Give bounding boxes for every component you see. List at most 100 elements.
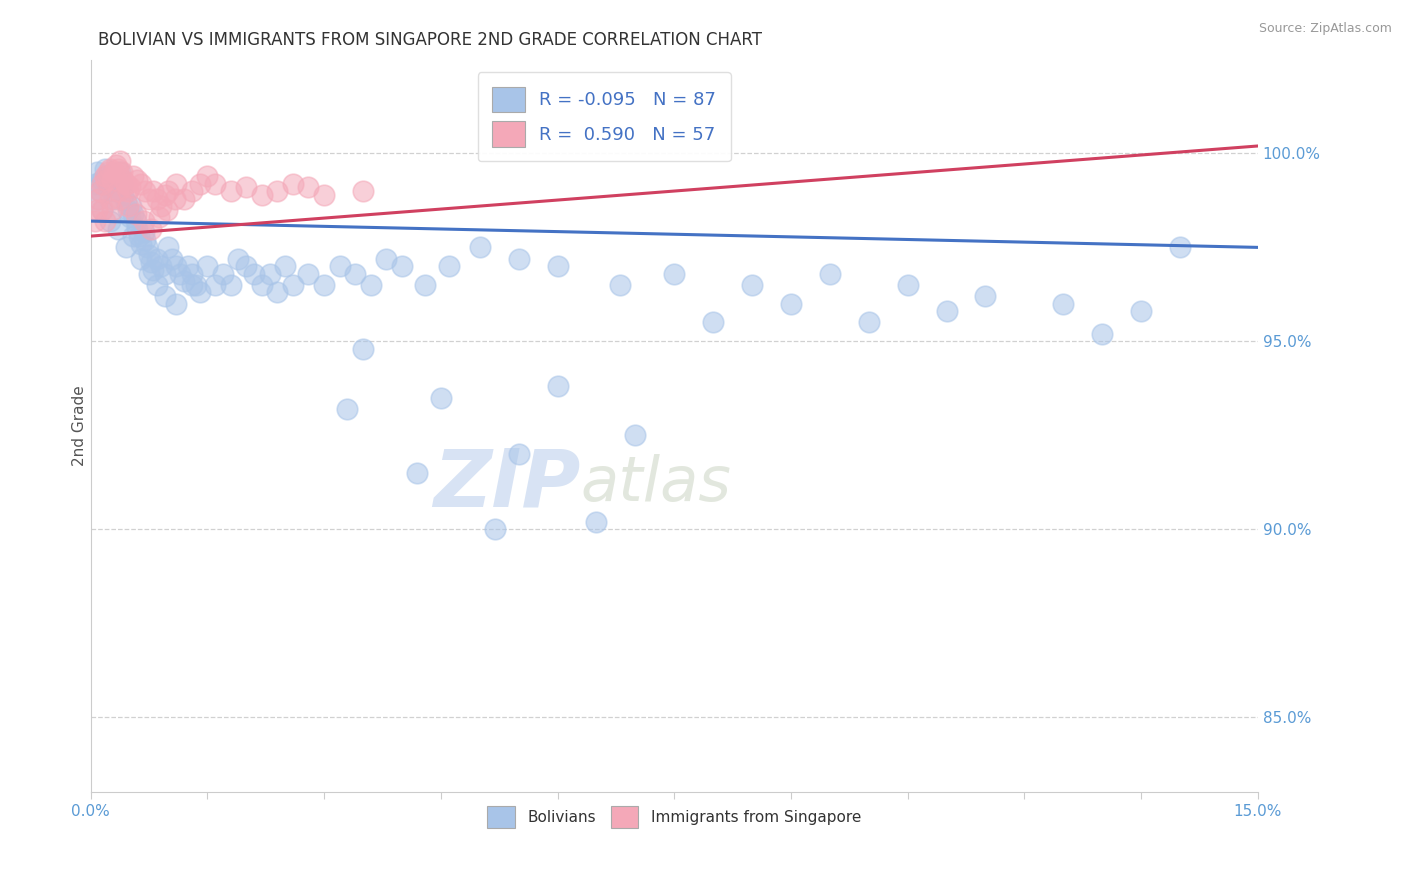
Point	[858, 316, 880, 330]
Point	[329, 259, 352, 273]
Point	[107, 173, 129, 187]
Point	[243, 267, 266, 281]
Point	[173, 274, 195, 288]
Point	[1130, 304, 1153, 318]
Point	[585, 515, 607, 529]
Point	[250, 277, 273, 292]
Point	[818, 267, 841, 281]
Point	[149, 199, 172, 213]
Point	[391, 259, 413, 273]
Point	[336, 401, 359, 416]
Point	[935, 304, 957, 318]
Point	[228, 252, 250, 266]
Point	[156, 202, 179, 217]
Point	[129, 177, 152, 191]
Point	[118, 180, 141, 194]
Point	[165, 259, 187, 273]
Point	[127, 221, 149, 235]
Point	[297, 180, 319, 194]
Point	[312, 187, 335, 202]
Point	[145, 277, 167, 292]
Point	[87, 192, 110, 206]
Point	[138, 192, 160, 206]
Point	[274, 259, 297, 273]
Point	[98, 177, 121, 191]
Point	[281, 177, 304, 191]
Point	[96, 173, 118, 187]
Point	[375, 252, 398, 266]
Point	[188, 285, 211, 300]
Legend: Bolivians, Immigrants from Singapore: Bolivians, Immigrants from Singapore	[479, 798, 869, 836]
Point	[180, 277, 202, 292]
Point	[177, 259, 200, 273]
Point	[974, 289, 997, 303]
Point	[89, 184, 111, 198]
Point	[188, 177, 211, 191]
Point	[83, 214, 105, 228]
Point	[96, 169, 118, 183]
Point	[741, 277, 763, 292]
Point	[91, 173, 114, 187]
Point	[508, 447, 530, 461]
Point	[163, 192, 186, 206]
Point	[259, 267, 281, 281]
Point	[112, 187, 135, 202]
Point	[430, 391, 453, 405]
Point	[165, 296, 187, 310]
Point	[104, 158, 127, 172]
Point	[153, 187, 176, 202]
Point	[108, 153, 131, 168]
Point	[352, 342, 374, 356]
Y-axis label: 2nd Grade: 2nd Grade	[72, 385, 87, 467]
Point	[122, 229, 145, 244]
Point	[98, 192, 121, 206]
Point	[107, 221, 129, 235]
Point	[184, 277, 207, 292]
Point	[98, 214, 121, 228]
Point	[609, 277, 631, 292]
Point	[134, 184, 156, 198]
Point	[117, 202, 139, 217]
Point	[93, 169, 115, 183]
Point	[195, 259, 218, 273]
Point	[86, 165, 108, 179]
Point	[204, 177, 226, 191]
Point	[129, 252, 152, 266]
Point	[702, 316, 724, 330]
Point	[134, 233, 156, 247]
Point	[120, 199, 142, 213]
Point	[101, 184, 124, 198]
Point	[93, 161, 115, 176]
Point	[235, 180, 257, 194]
Point	[204, 277, 226, 292]
Point	[135, 240, 157, 254]
Point	[297, 267, 319, 281]
Point	[780, 296, 803, 310]
Point	[128, 229, 150, 244]
Point	[664, 267, 686, 281]
Point	[180, 184, 202, 198]
Point	[101, 202, 124, 217]
Point	[104, 180, 127, 194]
Point	[93, 214, 115, 228]
Point	[142, 263, 165, 277]
Point	[127, 173, 149, 187]
Point	[114, 195, 136, 210]
Point	[91, 202, 114, 217]
Point	[141, 255, 163, 269]
Point	[468, 240, 491, 254]
Text: atlas: atlas	[581, 454, 733, 515]
Point	[437, 259, 460, 273]
Point	[344, 267, 367, 281]
Point	[145, 252, 167, 266]
Point	[108, 165, 131, 179]
Point	[624, 428, 647, 442]
Text: BOLIVIAN VS IMMIGRANTS FROM SINGAPORE 2ND GRADE CORRELATION CHART: BOLIVIAN VS IMMIGRANTS FROM SINGAPORE 2N…	[98, 31, 762, 49]
Point	[413, 277, 436, 292]
Point	[406, 466, 429, 480]
Point	[129, 236, 152, 251]
Point	[91, 202, 114, 217]
Point	[312, 277, 335, 292]
Point	[89, 184, 111, 198]
Point	[142, 184, 165, 198]
